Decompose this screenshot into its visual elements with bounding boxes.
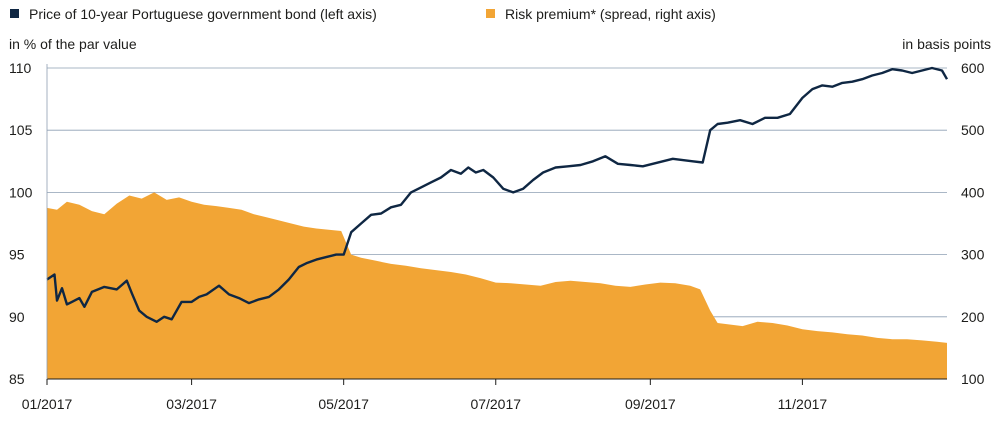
risk-premium-area-layer: [47, 192, 947, 379]
x-tick-label: 05/2017: [318, 396, 369, 412]
left-tick-label: 110: [9, 60, 32, 76]
right-tick-label: 500: [961, 122, 985, 138]
x-tick-label: 09/2017: [625, 396, 676, 412]
legend-label-bond-price: Price of 10-year Portuguese government b…: [29, 6, 377, 22]
x-tick-label: 03/2017: [166, 396, 217, 412]
right-tick-label: 600: [961, 60, 985, 76]
left-axis-title: in % of the par value: [9, 36, 137, 52]
left-tick-label: 95: [9, 247, 25, 263]
x-tick-label: 07/2017: [470, 396, 521, 412]
left-tick-label: 85: [9, 371, 25, 387]
bond-price-line-layer: [46, 66, 949, 323]
x-tick-label: 11/2017: [778, 396, 828, 412]
legend-label-risk-premium: Risk premium* (spread, right axis): [505, 6, 716, 22]
right-axis-ticks: 100 200 300 400 500 600: [961, 60, 985, 387]
right-tick-label: 400: [961, 184, 985, 200]
right-tick-label: 200: [961, 309, 985, 325]
left-tick-label: 105: [9, 122, 33, 138]
x-tick-label: 01/2017: [22, 396, 73, 412]
risk-premium-area: [47, 192, 947, 379]
right-tick-label: 100: [961, 371, 985, 387]
left-tick-label: 100: [9, 184, 33, 200]
left-axis-ticks: 85 90 95 100 105 110: [9, 60, 33, 387]
right-axis-title: in basis points: [902, 36, 991, 52]
legend-swatch-bond-price: [10, 9, 19, 18]
legend: Price of 10-year Portuguese government b…: [10, 6, 716, 22]
legend-swatch-risk-premium: [486, 9, 495, 18]
x-axis: 01/2017 03/2017 05/2017 07/2017 09/2017 11/20…: [22, 64, 947, 412]
left-tick-label: 90: [9, 309, 25, 325]
right-tick-label: 300: [961, 247, 985, 263]
bond-price-line: [46, 66, 949, 323]
